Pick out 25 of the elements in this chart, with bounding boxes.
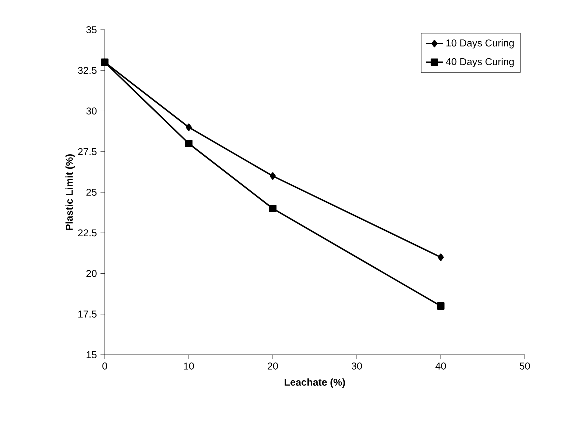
y-tick-label: 17.5: [78, 310, 97, 318]
point: [438, 254, 444, 262]
y-tick-label: 15: [86, 352, 97, 358]
y-tick-label: 22.5: [78, 230, 97, 237]
x-tick-label: 10: [184, 362, 194, 370]
legend-label: 10 Days Curing: [446, 39, 514, 49]
y-tick-label: 20: [86, 270, 97, 278]
y-tick-label: 32.5: [78, 67, 97, 74]
point: [185, 140, 193, 148]
point: [186, 124, 192, 132]
x-tick-label: 0: [102, 362, 108, 370]
point: [270, 172, 276, 180]
legend-label: 40 Days Curing: [446, 58, 514, 68]
x-axis-title: Leachate (%): [284, 378, 346, 388]
point: [269, 205, 277, 212]
x-tick-label: 30: [352, 362, 362, 370]
y-axis-title: Plastic Limit (%): [66, 154, 75, 230]
y-tick-label: 30: [86, 108, 97, 115]
x-tick-label: 40: [436, 362, 446, 370]
x-tick-label: 20: [268, 362, 278, 370]
y-tick-label: 25: [86, 188, 97, 196]
y-tick-label: 27.5: [78, 148, 97, 156]
x-tick-label: 50: [520, 362, 530, 370]
point: [437, 302, 445, 310]
y-tick-label: 35: [86, 26, 97, 34]
